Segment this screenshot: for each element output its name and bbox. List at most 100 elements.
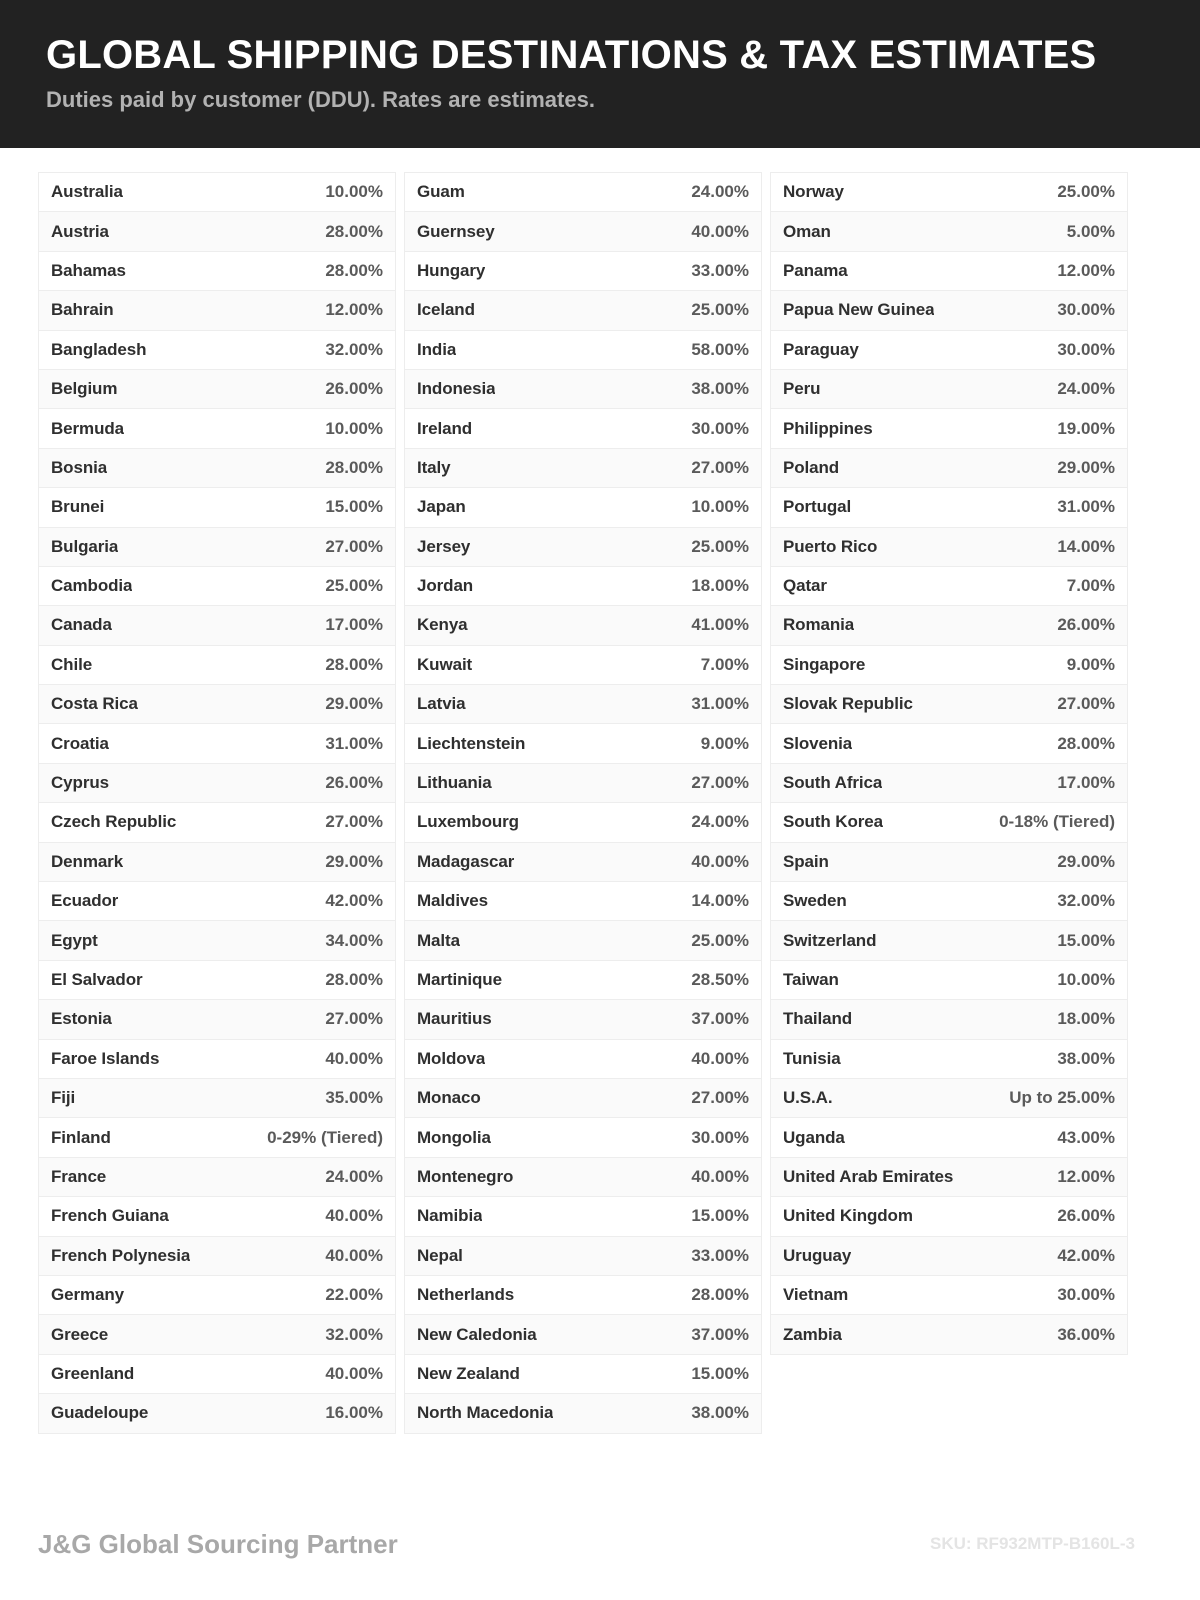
- country-name: Maldives: [417, 891, 489, 911]
- tax-rate-value: 30.00%: [691, 1127, 749, 1147]
- country-name: Bosnia: [51, 457, 108, 477]
- table-row: Finland 0-29% (Tiered): [39, 1118, 395, 1158]
- country-name: Greece: [51, 1324, 109, 1344]
- country-name: Panama: [783, 260, 848, 280]
- tax-rate-value: 12.00%: [1057, 260, 1115, 280]
- table-row: United Arab Emirates 12.00%: [771, 1157, 1127, 1198]
- country-name: Sweden: [783, 891, 847, 911]
- tax-rate-value: 28.00%: [325, 457, 383, 477]
- country-name: France: [51, 1166, 107, 1186]
- tax-rate-value: 7.00%: [700, 654, 749, 674]
- tax-rate-value: 16.00%: [325, 1403, 383, 1423]
- country-name: United Arab Emirates: [783, 1166, 954, 1186]
- country-name: Martinique: [417, 970, 502, 989]
- tax-rate-value: 38.00%: [691, 1403, 749, 1423]
- tax-rate-value: 28.00%: [325, 654, 383, 674]
- country-name: Vietnam: [783, 1285, 849, 1305]
- table-row: Poland 29.00%: [771, 448, 1127, 489]
- table-row: South Africa 17.00%: [771, 763, 1127, 804]
- table-row: Moldova 40.00%: [405, 1039, 761, 1079]
- table-row: Monaco 27.00%: [405, 1078, 761, 1119]
- table-row: Papua New Guinea 30.00%: [771, 291, 1127, 331]
- tax-rate-value: 28.00%: [325, 260, 383, 280]
- tax-rate-value: 29.00%: [1057, 457, 1115, 477]
- table-row: Switzerland 15.00%: [771, 921, 1127, 961]
- tax-rate-value: 37.00%: [691, 1324, 749, 1344]
- tax-rate-value: 25.00%: [691, 536, 749, 556]
- country-name: Australia: [51, 182, 123, 202]
- table-row: India 58.00%: [405, 330, 761, 370]
- tax-rate-value: 28.00%: [325, 221, 383, 241]
- rates-column-2: Guam 24.00% Guernsey 40.00% Hungary 33.00% Ice…: [404, 172, 762, 1434]
- table-row: Denmark 29.00%: [39, 842, 395, 883]
- tax-rate-value: 31.00%: [691, 694, 749, 714]
- table-row: Hungary 33.00%: [405, 251, 761, 292]
- country-name: Jordan: [417, 576, 474, 596]
- country-name: Philippines: [783, 418, 873, 438]
- table-row: Philippines 19.00%: [771, 409, 1127, 449]
- table-row: Germany 22.00%: [39, 1275, 395, 1316]
- table-row: France 24.00%: [39, 1157, 395, 1198]
- table-row: Jordan 18.00%: [405, 566, 761, 607]
- tax-rate-value: 26.00%: [325, 773, 383, 793]
- country-name: Taiwan: [783, 970, 839, 989]
- tax-rate-value: 30.00%: [691, 418, 749, 438]
- tax-rate-value: 15.00%: [1057, 930, 1115, 950]
- table-row: Iceland 25.00%: [405, 291, 761, 331]
- country-name: Netherlands: [417, 1285, 515, 1305]
- table-row: Thailand 18.00%: [771, 1000, 1127, 1040]
- tax-rate-value: 26.00%: [325, 379, 383, 399]
- tax-rate-value: 36.00%: [1057, 1324, 1115, 1344]
- country-name: Mongolia: [417, 1127, 491, 1147]
- table-row: Paraguay 30.00%: [771, 330, 1127, 370]
- country-name: Norway: [783, 182, 844, 202]
- tax-rate-value: 17.00%: [325, 615, 383, 635]
- country-name: Luxembourg: [417, 812, 519, 832]
- tax-rate-value: 22.00%: [325, 1285, 383, 1305]
- table-row: Oman 5.00%: [771, 212, 1127, 252]
- country-name: Liechtenstein: [417, 733, 526, 753]
- tax-rate-value: 24.00%: [691, 812, 749, 832]
- tax-rate-value: 27.00%: [691, 1088, 749, 1108]
- country-name: Chile: [51, 654, 93, 674]
- tax-rate-value: 14.00%: [1057, 536, 1115, 556]
- country-name: Italy: [417, 457, 451, 477]
- table-row: Maldives 14.00%: [405, 882, 761, 922]
- country-name: Romania: [783, 615, 855, 635]
- country-name: Denmark: [51, 851, 124, 871]
- table-row: Guadeloupe 16.00%: [39, 1394, 395, 1434]
- country-name: Czech Republic: [51, 812, 177, 832]
- table-row: Montenegro 40.00%: [405, 1157, 761, 1198]
- table-row: Brunei 15.00%: [39, 488, 395, 528]
- country-name: Namibia: [417, 1206, 483, 1226]
- tax-rate-value: 26.00%: [1057, 615, 1115, 635]
- tax-rate-value: 12.00%: [1057, 1166, 1115, 1186]
- country-name: U.S.A.: [783, 1088, 833, 1108]
- country-name: Greenland: [51, 1363, 135, 1383]
- table-row: Spain 29.00%: [771, 842, 1127, 883]
- tax-rate-value: 58.00%: [691, 339, 749, 359]
- country-name: Singapore: [783, 654, 866, 674]
- tax-rate-value: 33.00%: [691, 1245, 749, 1265]
- country-name: Brunei: [51, 497, 105, 517]
- country-name: New Caledonia: [417, 1324, 537, 1344]
- table-row: Guernsey 40.00%: [405, 212, 761, 252]
- table-row: New Zealand 15.00%: [405, 1354, 761, 1395]
- footer-brand: J&G Global Sourcing Partner: [38, 1528, 398, 1559]
- tax-rate-value: 27.00%: [325, 536, 383, 556]
- tax-rate-value: 41.00%: [691, 615, 749, 635]
- table-row: North Macedonia 38.00%: [405, 1394, 761, 1434]
- country-name: Slovak Republic: [783, 694, 913, 714]
- country-name: Zambia: [783, 1324, 842, 1344]
- country-name: Estonia: [51, 1009, 112, 1029]
- country-name: Guam: [417, 182, 465, 202]
- table-row: Mongolia 30.00%: [405, 1118, 761, 1158]
- table-row: Uruguay 42.00%: [771, 1236, 1127, 1276]
- table-row: Cambodia 25.00%: [39, 566, 395, 607]
- country-name: Paraguay: [783, 339, 859, 359]
- tax-rate-value: 15.00%: [325, 497, 383, 517]
- table-row: Guam 24.00%: [405, 173, 761, 213]
- table-row: Qatar 7.00%: [771, 566, 1127, 607]
- table-row: South Korea 0-18% (Tiered): [771, 803, 1127, 843]
- tax-rate-value: 25.00%: [325, 576, 383, 596]
